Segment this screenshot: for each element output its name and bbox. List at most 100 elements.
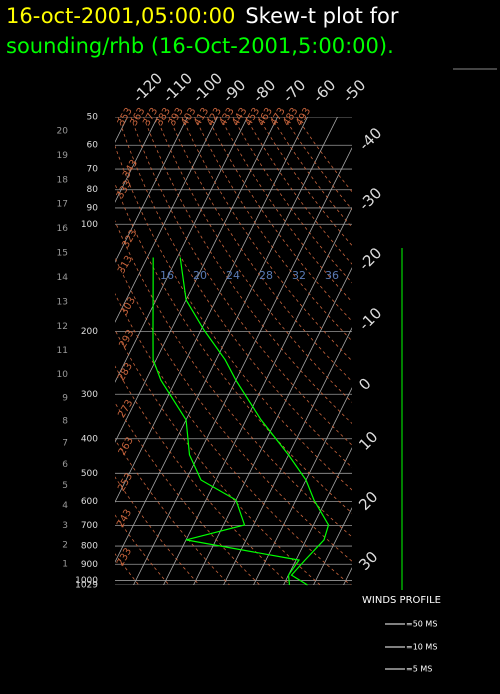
pressure-label: 200	[81, 327, 98, 337]
height-label: 11	[57, 346, 68, 356]
mixing-ratio-label: 20	[193, 269, 207, 282]
wind-title: WINDS PROFILE	[362, 595, 441, 606]
dry-adiabat	[3, 117, 231, 587]
temperature-label: 20	[355, 488, 381, 514]
height-label: 2	[62, 541, 68, 551]
isotherm	[74, 60, 337, 585]
isotherm	[164, 60, 427, 585]
plot-area	[0, 60, 500, 587]
theta-label: 253	[116, 471, 135, 493]
temperature-label: -20	[355, 244, 385, 274]
pressure-label: 70	[87, 165, 99, 175]
temperature-label: -80	[249, 76, 279, 106]
temperature-label: -30	[355, 184, 385, 214]
temperature-label: -60	[309, 76, 339, 106]
mixing-ratio-label: 36	[325, 269, 339, 282]
height-label: 3	[62, 521, 68, 531]
dry-adiabat	[220, 117, 500, 587]
height-label: 6	[62, 460, 68, 470]
theta-label: 323	[120, 228, 139, 250]
pressure-label: 600	[81, 497, 98, 507]
wind-legend: =50 MS	[406, 620, 437, 629]
isotherm	[0, 60, 156, 585]
dry-adiabat	[233, 117, 500, 587]
theta-label: 273	[116, 398, 135, 420]
dry-adiabat	[0, 117, 170, 587]
dry-adiabat	[93, 117, 444, 587]
theta-label: 493	[294, 106, 313, 128]
mixing-ratio-label: 32	[292, 269, 306, 282]
height-label: 5	[62, 481, 68, 491]
height-label: 10	[57, 370, 69, 380]
height-label: 9	[62, 394, 68, 404]
dry-adiabat	[182, 117, 500, 587]
pressure-label: 300	[81, 390, 98, 400]
dry-adiabat	[0, 117, 201, 587]
dry-adiabat	[284, 117, 500, 587]
pressure-label: 800	[81, 542, 98, 552]
pressure-label: 400	[81, 434, 98, 444]
height-label: 8	[62, 416, 68, 426]
pressure-label: 80	[87, 185, 99, 195]
pressure-label: 90	[87, 203, 99, 213]
dry-adiabat	[258, 117, 500, 587]
pressure-label: 500	[81, 469, 98, 479]
dry-adiabat	[118, 117, 500, 587]
height-label: 18	[57, 175, 69, 185]
pressure-label: 700	[81, 521, 98, 531]
isotherm	[0, 60, 216, 585]
pressure-label: 60	[87, 141, 99, 151]
height-label: 15	[57, 249, 68, 259]
theta-label: 313	[116, 254, 135, 276]
temperature-label: -40	[355, 124, 385, 154]
height-label: 4	[62, 501, 68, 511]
isotherm	[314, 60, 500, 585]
temperature-label: 10	[355, 428, 381, 454]
temperature-label: 0	[355, 375, 374, 394]
dry-adiabat	[195, 117, 500, 587]
temperature-label: -120	[129, 69, 166, 106]
pressure-label: 1029	[75, 581, 98, 591]
isotherm	[224, 60, 487, 585]
temperature-label: 30	[355, 548, 381, 574]
height-label: 20	[57, 127, 69, 137]
theta-label: 283	[116, 361, 135, 383]
chart-subtitle: sounding/rhb (16-Oct-2001,5:00:00).	[6, 34, 394, 58]
mixing-ratio-label: 28	[259, 269, 273, 282]
height-label: 1	[62, 560, 68, 570]
chart-title: Skew-t plot for	[245, 4, 398, 28]
temperature-label: -50	[339, 76, 369, 106]
dry-adiabat	[297, 117, 500, 587]
height-label: 19	[57, 151, 69, 161]
temperature-label: -70	[279, 76, 309, 106]
dry-adiabat	[144, 117, 500, 587]
labels: 5060708090100200300400500600700800900100…	[57, 69, 386, 590]
theta-label: 233	[115, 546, 134, 568]
pressure-label: 50	[87, 113, 99, 123]
temperature-label: -100	[189, 69, 226, 106]
height-label: 12	[57, 322, 68, 332]
dry-adiabat	[207, 117, 500, 587]
dry-adiabat	[0, 117, 49, 587]
title-date: 16-oct-2001,05:00:00	[6, 4, 235, 28]
pressure-label: 100	[81, 220, 98, 230]
title-line: 16-oct-2001,05:00:00 Skew-t plot for	[6, 4, 399, 28]
isotherm	[104, 60, 367, 585]
dewpoint-line	[153, 258, 299, 586]
dry-adiabat	[105, 117, 474, 587]
height-label: 16	[57, 224, 69, 234]
mixing-ratio-label: 16	[160, 269, 174, 282]
isotherm	[194, 60, 457, 585]
theta-label: 243	[115, 508, 134, 530]
wind-legend: =10 MS	[406, 643, 437, 652]
height-label: 7	[62, 438, 68, 448]
height-label: 17	[57, 200, 68, 210]
pressure-label: 900	[81, 560, 98, 570]
dry-adiabat	[156, 117, 500, 587]
isotherm	[14, 60, 277, 585]
height-label: 13	[57, 297, 68, 307]
temperature-label: -110	[159, 69, 196, 106]
wind-legend: =5 MS	[406, 665, 432, 674]
